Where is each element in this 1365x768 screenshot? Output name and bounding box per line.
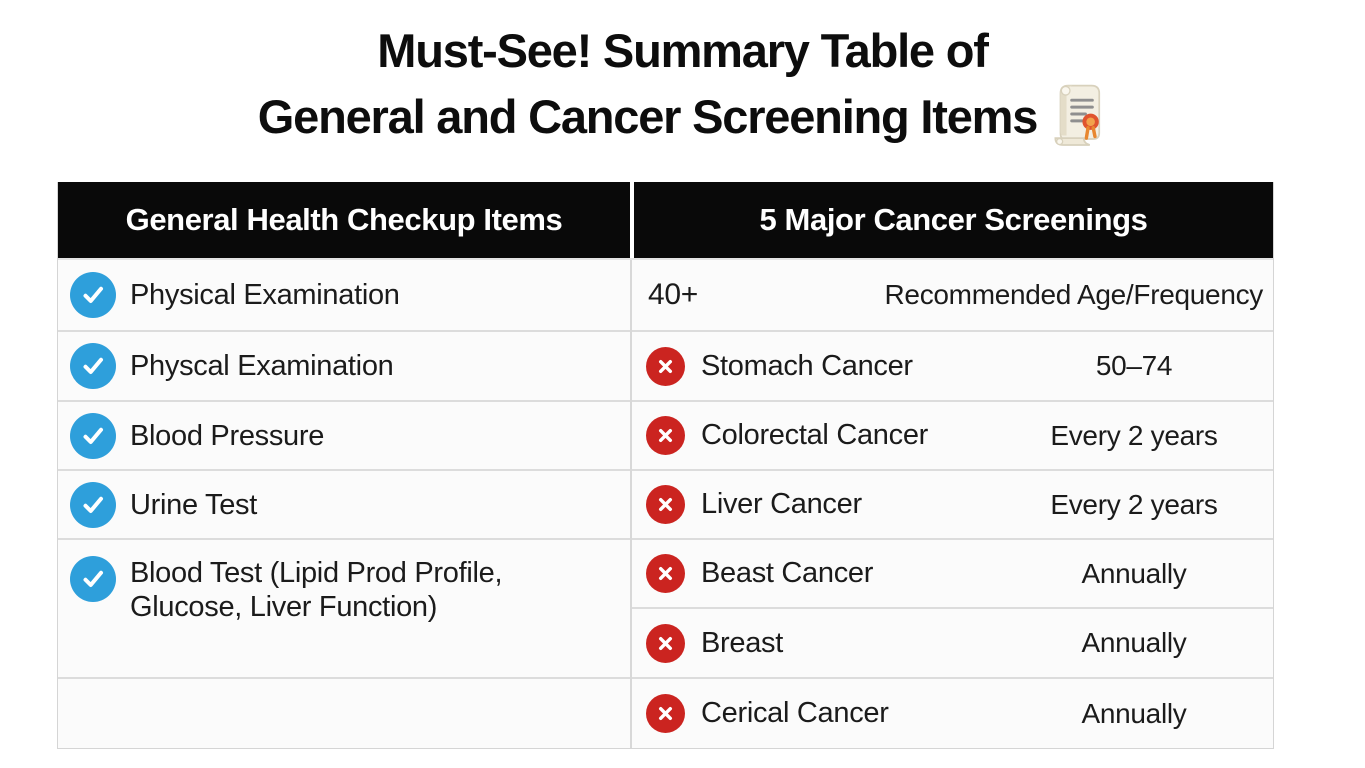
screening-frequency-label: 50–74 xyxy=(1095,350,1173,381)
table-header-row: General Health Checkup Items 5 Major Can… xyxy=(58,182,1273,258)
screening-row: Colorectal Cancer Every 2 years xyxy=(632,402,1273,471)
screening-frequency-label: Annually xyxy=(1081,557,1187,589)
cross-icon xyxy=(646,416,685,455)
screening-item-label: 40+ xyxy=(648,278,698,311)
cross-icon xyxy=(646,346,685,386)
check-icon xyxy=(70,556,116,602)
screening-frequency-label: Every 2 years xyxy=(1050,419,1218,451)
general-checkup-column: Physical Examination Physcal Examination B… xyxy=(58,260,632,748)
page-title-line2-text: General and Cancer Screening Items xyxy=(257,90,1039,143)
screening-frequency-label: Every 2 years xyxy=(1050,488,1218,520)
checkup-row xyxy=(58,679,630,748)
scroll-emoji-icon xyxy=(1045,81,1107,147)
checkup-row: Physcal Examination xyxy=(58,332,630,402)
checkup-item-label: Blood Pressure xyxy=(130,419,325,452)
screening-row: Beast Cancer Annually xyxy=(632,540,1273,609)
cross-icon xyxy=(646,694,685,733)
checkup-item-label: Physical Examination xyxy=(130,279,400,311)
cancer-screenings-column: 40+ Recommended Age/Frequency Stomach Canc… xyxy=(632,260,1273,748)
check-icon xyxy=(70,272,116,318)
header-divider xyxy=(630,182,634,258)
screening-item-label: Cerical Cancer xyxy=(701,697,889,729)
checkup-row: Physical Examination xyxy=(58,260,630,332)
page-title-line1: Must-See! Summary Table of xyxy=(377,24,989,77)
screening-frequency-label: Annually xyxy=(1081,627,1187,658)
cross-icon xyxy=(646,554,685,593)
header-cancer-screenings: 5 Major Cancer Screenings xyxy=(634,182,1273,258)
checkup-row: Blood Test (Lipid Prod Profile, Glucose,… xyxy=(58,540,630,679)
screening-row: Breast Annually xyxy=(632,609,1273,679)
screening-item-label: Colorectal Cancer xyxy=(701,419,928,451)
screening-frequency-label: Annually xyxy=(1081,697,1187,729)
page-title: Must-See! Summary Table of General and C… xyxy=(0,20,1365,147)
check-icon xyxy=(70,412,116,459)
table-body: Physical Examination Physcal Examination B… xyxy=(58,258,1273,748)
check-icon xyxy=(70,481,116,528)
screening-row: Stomach Cancer 50–74 xyxy=(632,332,1273,402)
cross-icon xyxy=(646,485,685,524)
page-title-line2: General and Cancer Screening Items xyxy=(0,81,1365,147)
screening-item-label: Breast xyxy=(701,626,784,659)
checkup-item-label: Physcal Examination xyxy=(130,350,394,382)
checkup-row: Blood Pressure xyxy=(58,402,630,471)
screening-frequency-label: Recommended Age/Frequency xyxy=(884,279,1264,310)
screening-row: 40+ Recommended Age/Frequency xyxy=(632,260,1273,332)
checkup-item-label: Urine Test xyxy=(130,488,258,521)
screening-item-label: Stomach Cancer xyxy=(701,349,913,382)
cross-icon xyxy=(646,623,685,663)
screening-summary-table: General Health Checkup Items 5 Major Can… xyxy=(57,182,1274,749)
header-general-checkup: General Health Checkup Items xyxy=(58,182,630,258)
checkup-row: Urine Test xyxy=(58,471,630,540)
screening-item-label: Beast Cancer xyxy=(701,557,874,589)
screening-row: Liver Cancer Every 2 years xyxy=(632,471,1273,540)
check-icon xyxy=(70,343,116,389)
screening-item-label: Liver Cancer xyxy=(701,488,862,520)
screening-row: Cerical Cancer Annually xyxy=(632,679,1273,748)
checkup-item-label: Blood Test (Lipid Prod Profile, Glucose,… xyxy=(130,557,503,623)
